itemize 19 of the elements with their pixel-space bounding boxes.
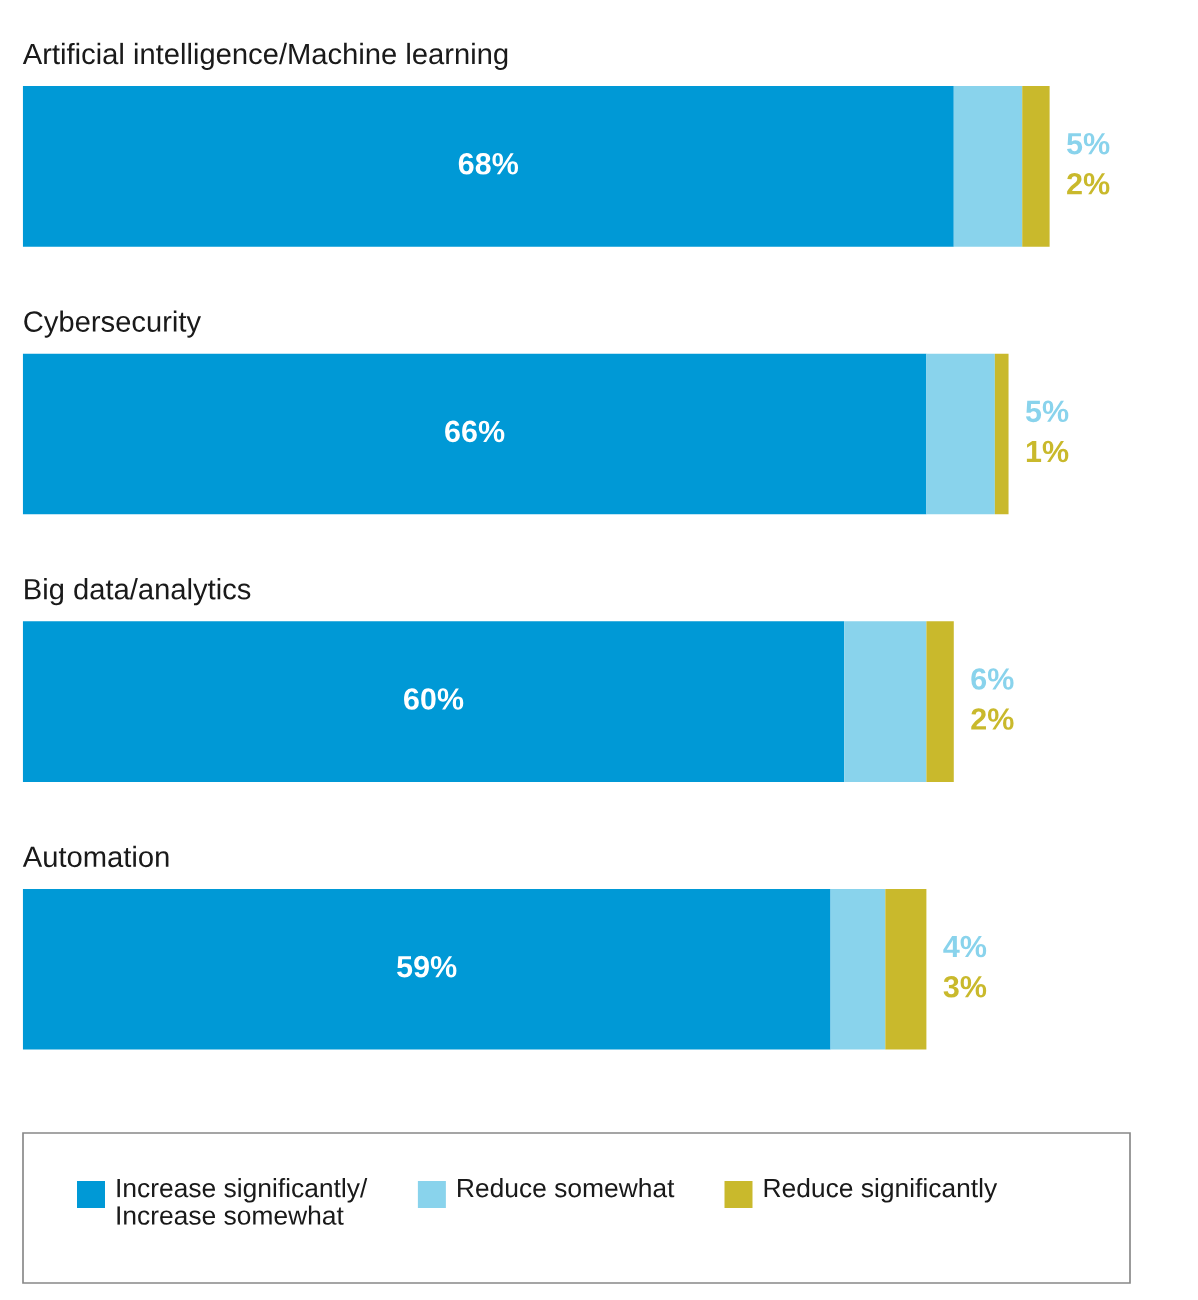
data-label: 59% [397,955,457,978]
y-tick-label: Automation [22,845,169,868]
data-label: 60% [404,688,464,710]
legend-label: Reduce somewhat [458,1178,675,1198]
data-label: 3% [943,975,987,998]
data-label: 5% [1066,132,1110,155]
y-tick-label: Artificial intelligence/Machine learning [22,42,508,71]
y-tick-label: Cybersecurity [24,310,201,338]
data-label: 4% [943,935,987,958]
data-label: 68% [458,152,519,175]
data-label: 5% [1025,400,1069,423]
y-tick-label: Big data/analytics [25,578,251,606]
legend-label: Reduce significantly [764,1178,998,1203]
data-label: 66% [445,420,505,443]
data-label: 2% [1067,173,1110,195]
data-label: 1% [1026,440,1069,463]
data-label: 6% [971,668,1014,690]
data-label: 2% [971,708,1014,730]
legend-label: Increase significantly/ Increase somewhat [117,1178,368,1225]
